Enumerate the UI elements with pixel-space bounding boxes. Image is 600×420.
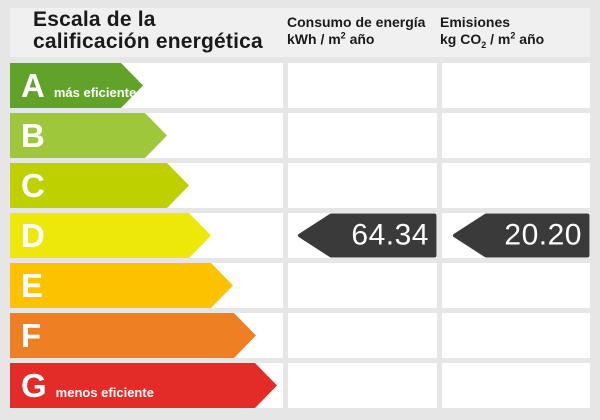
rating-letter: B [21, 113, 45, 158]
header: Escala de la calificación energética Con… [10, 8, 590, 57]
emissions-cell [442, 363, 590, 408]
scale-bar-cell: D [10, 213, 283, 258]
emissions-value-indicator: 20.20 [452, 213, 590, 258]
page-title-line1: Escala de la [33, 9, 263, 31]
emissions-cell [442, 313, 590, 358]
rating-letter: F [21, 313, 41, 358]
consumption-cell [288, 313, 437, 358]
rating-letter: D [21, 213, 45, 258]
consumption-cell [288, 163, 437, 208]
rating-letter: E [21, 263, 43, 308]
emissions-column-header-units: kg CO2 / m2 año [440, 31, 544, 48]
scale-bar-cell: A más eficiente [10, 63, 283, 108]
scale-row-b: B [0, 113, 600, 158]
consumption-cell [288, 263, 437, 308]
scale-row-c: C [0, 163, 600, 208]
emissions-cell [442, 163, 590, 208]
scale-bar-cell: E [10, 263, 283, 308]
rating-note: más eficiente [54, 85, 136, 100]
scale-row-f: F [0, 313, 600, 358]
scale-row-a: A más eficiente [0, 63, 600, 108]
rating-letter: C [21, 163, 45, 208]
emissions-cell [442, 113, 590, 158]
scale-row-e: E [0, 263, 600, 308]
energy-rating-scale: Escala de la calificación energética Con… [0, 0, 600, 420]
consumption-value: 64.34 [351, 218, 429, 252]
rating-note: menos eficiente [56, 385, 154, 400]
scale-bar-cell: G menos eficiente [10, 363, 283, 408]
emissions-cell [442, 63, 590, 108]
consumption-cell [288, 363, 437, 408]
rating-letter: G [21, 363, 47, 408]
consumption-cell [288, 113, 437, 158]
scale-row-g: G menos eficiente [0, 363, 600, 408]
emissions-column-header-line1: Emisiones [440, 14, 544, 31]
scale-bar-cell: F [10, 313, 283, 358]
consumption-value-indicator: 64.34 [297, 213, 437, 258]
page-title-line2: calificación energética [33, 31, 263, 53]
consumption-cell [288, 63, 437, 108]
emissions-value: 20.20 [504, 218, 582, 252]
consumption-column-header-units: kWh / m2 año [287, 31, 425, 48]
consumption-column-header-line1: Consumo de energía [287, 14, 425, 31]
consumption-column-header: Consumo de energía kWh / m2 año [287, 14, 425, 48]
rating-letter: A [21, 63, 45, 108]
emissions-column-header: Emisiones kg CO2 / m2 año [440, 14, 544, 48]
scale-bar-cell: B [10, 113, 283, 158]
page-title: Escala de la calificación energética [33, 9, 263, 53]
scale-bar-cell: C [10, 163, 283, 208]
emissions-cell [442, 263, 590, 308]
